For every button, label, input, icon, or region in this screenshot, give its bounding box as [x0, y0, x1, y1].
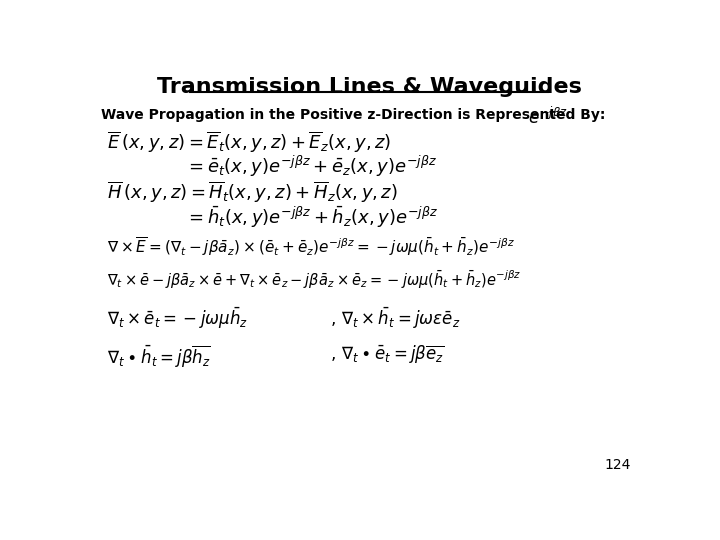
Text: $= \bar{e}_t(x,y)e^{-j\beta z} + \bar{e}_z(x,y)e^{-j\beta z}$: $= \bar{e}_t(x,y)e^{-j\beta z} + \bar{e}…	[185, 154, 437, 179]
Text: Transmission Lines & Waveguides: Transmission Lines & Waveguides	[156, 77, 582, 97]
Text: $,\,\nabla_t \times \bar{h}_t = j\omega\varepsilon\bar{e}_z$: $,\,\nabla_t \times \bar{h}_t = j\omega\…	[330, 306, 460, 332]
Text: $,\,\nabla_t \bullet \bar{e}_t = j\beta\overline{e_z}$: $,\,\nabla_t \bullet \bar{e}_t = j\beta\…	[330, 343, 444, 366]
Text: $\overline{E}\,(x,y,z) = \overline{E}_t(x,y,z) + \overline{E}_z(x,y,z)$: $\overline{E}\,(x,y,z) = \overline{E}_t(…	[107, 129, 391, 155]
Text: $\nabla_t \times \bar{e} - j\beta\bar{a}_z \times \bar{e} + \nabla_t \times \bar: $\nabla_t \times \bar{e} - j\beta\bar{a}…	[107, 269, 521, 292]
Text: $\nabla_t \bullet \bar{h}_t = j\beta\overline{h_z}$: $\nabla_t \bullet \bar{h}_t = j\beta\ove…	[107, 343, 210, 369]
Text: $\overline{H}\,(x,y,z) = \overline{H}_t(x,y,z) + \overline{H}_z(x,y,z)$: $\overline{H}\,(x,y,z) = \overline{H}_t(…	[107, 179, 397, 205]
Text: $= \bar{h}_t(x,y)e^{-j\beta z} + \bar{h}_z(x,y)e^{-j\beta z}$: $= \bar{h}_t(x,y)e^{-j\beta z} + \bar{h}…	[185, 204, 438, 230]
Text: $\nabla \times \overline{E} = (\nabla_t - j\beta\bar{a}_z) \times (\bar{e}_t + \: $\nabla \times \overline{E} = (\nabla_t …	[107, 235, 515, 258]
Text: $\nabla_t \times \bar{e}_t = -j\omega\mu\bar{h}_z$: $\nabla_t \times \bar{e}_t = -j\omega\mu…	[107, 306, 248, 332]
Text: Wave Propagation in the Positive z-Direction is Represented By:: Wave Propagation in the Positive z-Direc…	[101, 109, 606, 123]
Text: 124: 124	[605, 458, 631, 472]
Text: $e^{-j\beta z}$: $e^{-j\beta z}$	[528, 106, 568, 127]
